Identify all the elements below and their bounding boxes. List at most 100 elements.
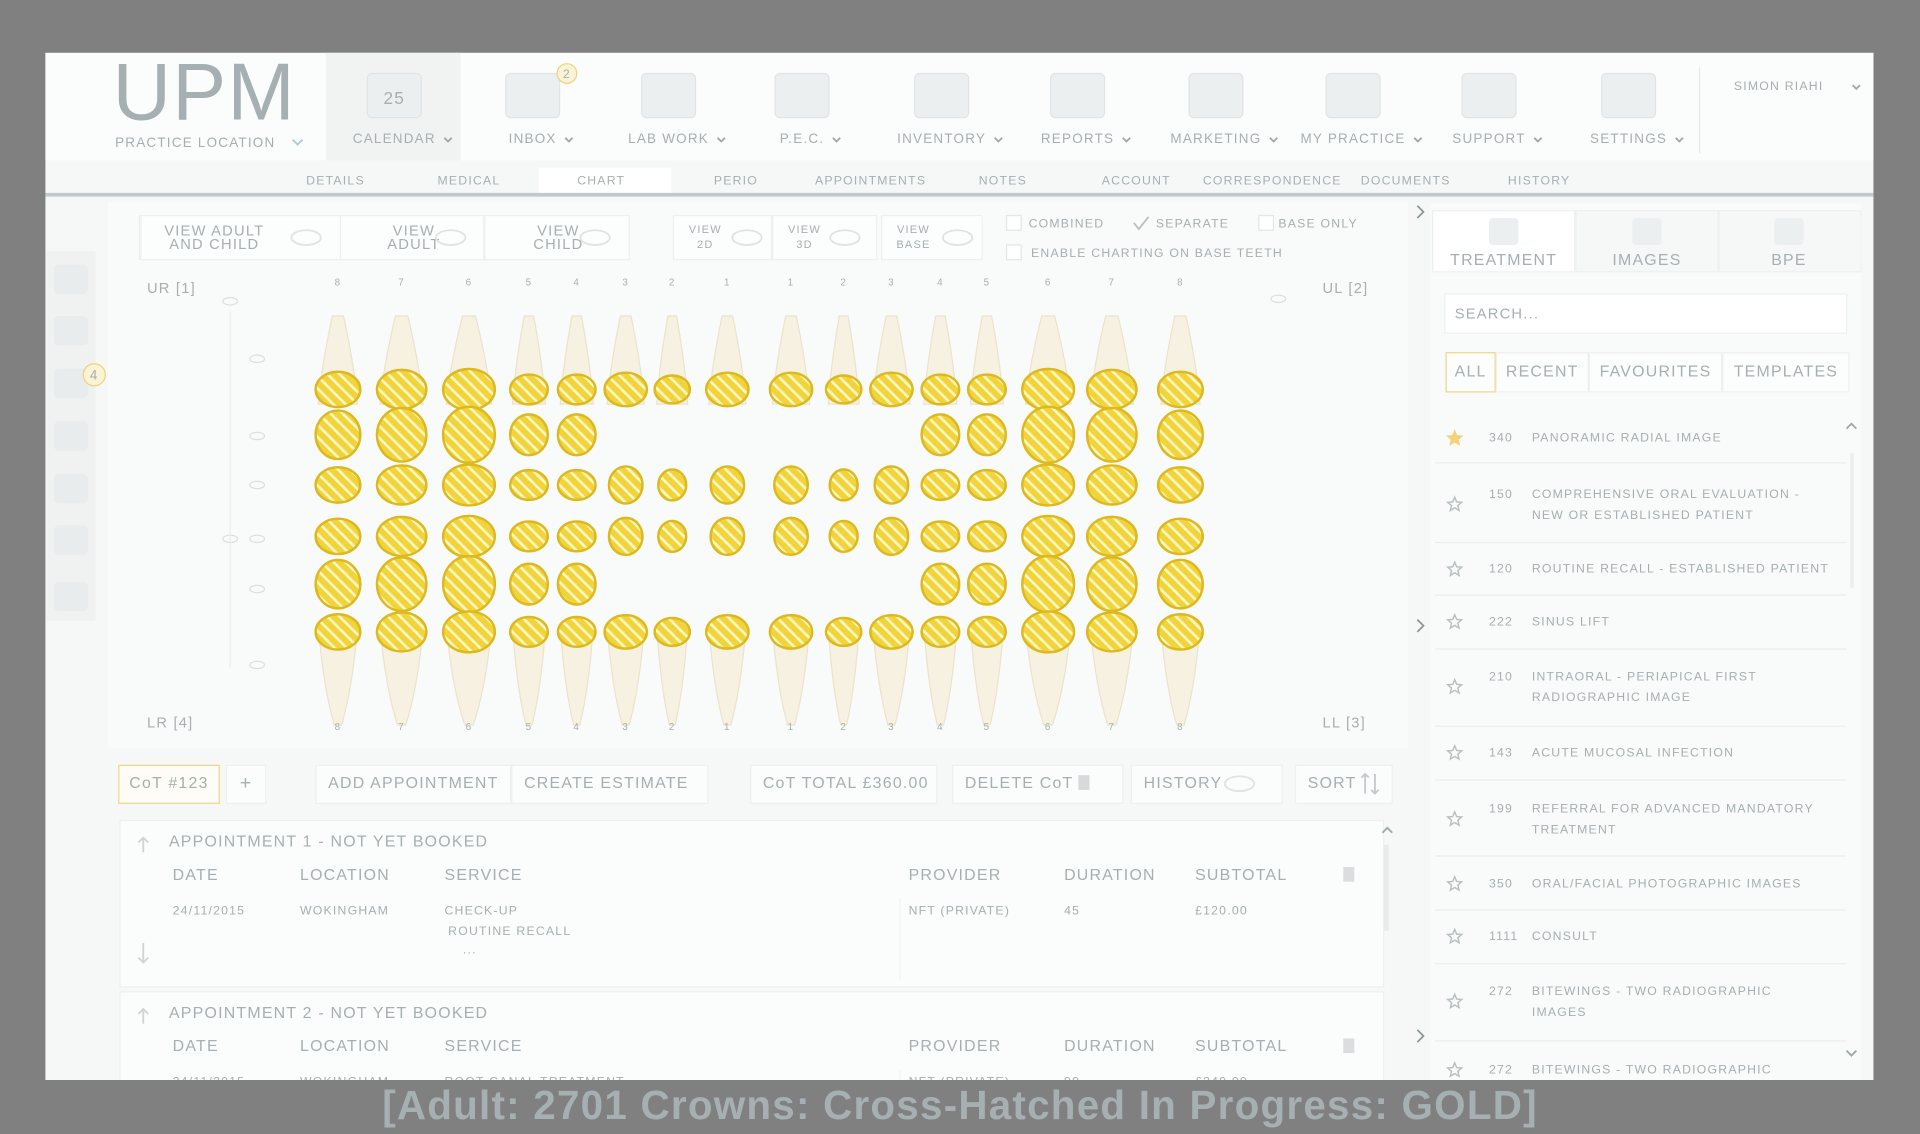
checkbox[interactable] xyxy=(1005,244,1022,261)
gold-crown xyxy=(1021,405,1076,464)
active-tab xyxy=(538,167,672,196)
favourite-star[interactable] xyxy=(1445,429,1464,446)
tab[interactable]: APPOINTMENTS xyxy=(815,174,926,188)
tab[interactable]: HISTORY xyxy=(1508,174,1571,188)
gold-crown xyxy=(375,406,428,463)
nav-icon xyxy=(1461,72,1517,119)
nav-label[interactable]: P.E.C. xyxy=(780,131,825,146)
tooth-lower xyxy=(969,626,1005,726)
item-code: 150 xyxy=(1489,487,1513,501)
tooth-number: 5 xyxy=(526,278,533,289)
nav-label[interactable]: INVENTORY xyxy=(897,131,986,146)
view-button[interactable] xyxy=(484,214,630,261)
gold-crown xyxy=(314,370,362,409)
cot-action[interactable] xyxy=(1130,764,1283,804)
inbox-badge xyxy=(556,63,578,84)
favourite-star[interactable] xyxy=(1445,809,1464,827)
favourite-star[interactable] xyxy=(1445,874,1464,892)
tooth-lower xyxy=(559,626,594,726)
view-mode-button[interactable] xyxy=(881,214,983,261)
filter-button[interactable] xyxy=(1445,352,1496,393)
search-box[interactable] xyxy=(1444,293,1848,334)
favourite-star[interactable] xyxy=(1445,927,1464,945)
cot-action[interactable] xyxy=(1294,764,1393,804)
tooth-lower xyxy=(1160,626,1201,726)
item-name: BITEWINGS - TWO RADIOGRAPHIC xyxy=(1532,1062,1772,1076)
favourite-star[interactable] xyxy=(1445,743,1464,761)
chevron xyxy=(1413,137,1423,143)
favourite-star[interactable] xyxy=(1445,1061,1464,1078)
tooth-number: 5 xyxy=(526,722,533,733)
nav-label[interactable]: CALENDAR xyxy=(353,131,436,146)
tab[interactable]: MEDICAL xyxy=(437,174,500,188)
cot-action[interactable] xyxy=(315,764,512,804)
tab[interactable]: ACCOUNT xyxy=(1102,174,1171,188)
favourite-star[interactable] xyxy=(1445,677,1464,695)
cot-action[interactable] xyxy=(952,764,1124,804)
view-mode-label: 3D xyxy=(796,239,813,251)
favourite-star[interactable] xyxy=(1445,560,1464,577)
filter-button[interactable] xyxy=(1722,352,1850,393)
gold-crown xyxy=(1085,515,1138,558)
cot-action[interactable] xyxy=(511,764,709,804)
checkbox[interactable] xyxy=(1258,214,1275,231)
filter-button[interactable] xyxy=(1588,352,1723,393)
quadrant-label: UL [2] xyxy=(1322,281,1368,297)
checkbox[interactable] xyxy=(1005,214,1022,231)
nav-label[interactable]: MY PRACTICE xyxy=(1300,131,1405,146)
tool-icon xyxy=(53,581,89,612)
filter-button[interactable] xyxy=(1495,352,1589,393)
move-up xyxy=(137,1007,149,1024)
favourite-star[interactable] xyxy=(1445,992,1464,1010)
gold-crown xyxy=(828,468,859,502)
favourite-star[interactable] xyxy=(1445,495,1464,513)
view-mode-button[interactable] xyxy=(772,214,878,261)
nav-label[interactable]: LAB WORK xyxy=(628,131,709,146)
tab[interactable]: CHART xyxy=(577,174,625,188)
column-header: DURATION xyxy=(1064,1038,1156,1055)
cot-add[interactable] xyxy=(225,764,267,804)
view-mode-button[interactable] xyxy=(672,214,773,261)
tab[interactable]: CORRESPONDENCE xyxy=(1203,174,1342,188)
view-button-label: VIEW xyxy=(537,223,579,239)
appointment-title: APPOINTMENT 2 - NOT YET BOOKED xyxy=(169,1005,488,1022)
tab[interactable]: NOTES xyxy=(979,174,1027,188)
item-name: IMAGES xyxy=(1532,1005,1587,1019)
gold-crown xyxy=(920,468,961,502)
tooth-number: 3 xyxy=(622,278,629,289)
nav-icon xyxy=(774,72,830,119)
tooth-lower xyxy=(656,626,689,726)
gold-crown xyxy=(314,466,362,504)
nav-label[interactable]: REPORTS xyxy=(1041,131,1114,146)
gold-crown xyxy=(1156,466,1204,504)
nav-icon xyxy=(366,72,422,119)
gold-crown xyxy=(1085,368,1138,411)
gold-crown xyxy=(966,520,1007,553)
nav-label[interactable]: SETTINGS xyxy=(1590,131,1667,146)
tooth-number: 4 xyxy=(573,278,580,289)
view-mode-label: 2D xyxy=(697,239,714,251)
gold-crown xyxy=(920,615,961,649)
sidebar-bg xyxy=(1430,203,1862,1081)
view-button-label: VIEW xyxy=(393,223,435,239)
favourite-star[interactable] xyxy=(1445,612,1464,630)
nav-label[interactable]: MARKETING xyxy=(1170,131,1261,146)
eye-icon xyxy=(579,229,611,246)
tab[interactable]: PERIO xyxy=(714,174,758,188)
item-name: ROUTINE RECALL - ESTABLISHED PATIENT xyxy=(1532,562,1829,576)
gold-crown xyxy=(966,562,1007,606)
cot-button[interactable] xyxy=(118,764,220,804)
eye-icon xyxy=(731,229,763,246)
tooth-lower xyxy=(872,626,911,726)
chevron xyxy=(1269,137,1278,143)
tooth-number: 7 xyxy=(398,278,405,289)
tab[interactable]: DETAILS xyxy=(306,174,365,188)
nav-label[interactable]: INBOX xyxy=(509,131,557,146)
tab[interactable]: DOCUMENTS xyxy=(1361,174,1451,188)
nav-label[interactable]: SUPPORT xyxy=(1452,131,1525,146)
view-button[interactable] xyxy=(339,214,485,261)
gold-crown xyxy=(1085,406,1138,463)
gold-crown xyxy=(508,520,550,553)
user-name: SIMON RIAHI xyxy=(1734,79,1824,93)
